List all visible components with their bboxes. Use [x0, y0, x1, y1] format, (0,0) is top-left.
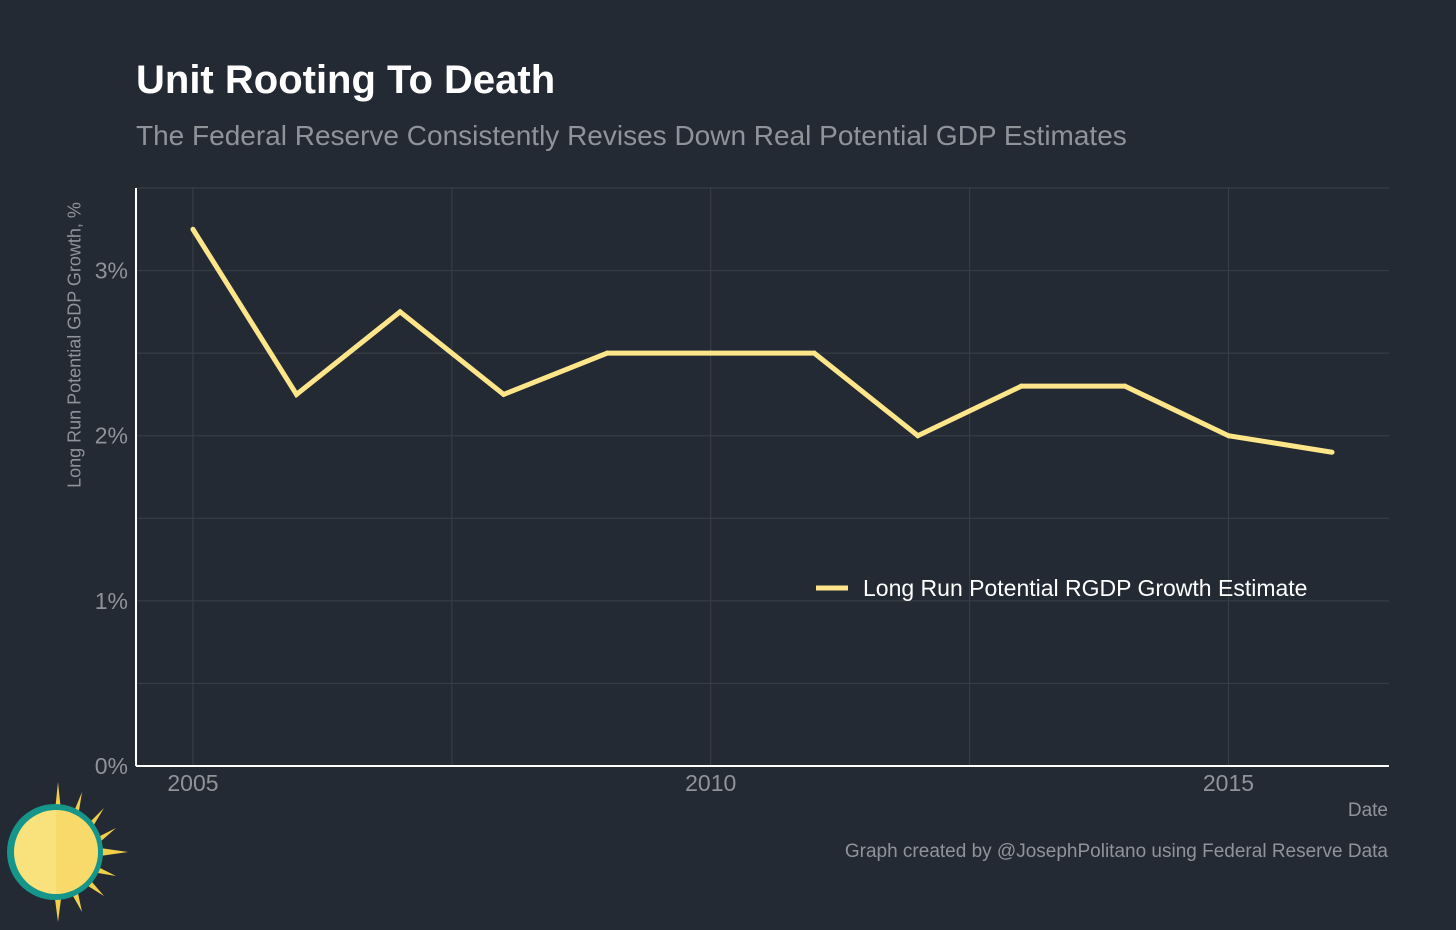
y-tick-label: 1%	[95, 588, 128, 614]
x-tick-label: 2015	[1203, 770, 1254, 796]
chart-subtitle: The Federal Reserve Consistently Revises…	[136, 120, 1127, 151]
data-point	[915, 433, 921, 439]
data-point	[708, 350, 714, 356]
x-tick-label: 2005	[167, 770, 218, 796]
chart-title: Unit Rooting To Death	[136, 58, 556, 102]
x-axis-label: Date	[1347, 800, 1388, 821]
y-tick-label: 2%	[95, 423, 128, 449]
data-point	[1122, 383, 1128, 389]
data-point	[501, 391, 507, 397]
sun-logo-icon	[7, 782, 128, 922]
data-point	[604, 350, 610, 356]
y-tick-label: 3%	[95, 258, 128, 284]
y-tick-label: 0%	[95, 753, 128, 779]
data-point	[1329, 449, 1335, 455]
data-point	[1018, 383, 1024, 389]
legend-label: Long Run Potential RGDP Growth Estimate	[863, 575, 1307, 601]
data-point	[190, 226, 196, 232]
data-point	[397, 309, 403, 315]
data-point	[1225, 433, 1231, 439]
source-credit: Graph created by @JosephPolitano using F…	[844, 841, 1388, 862]
x-tick-label: 2010	[685, 770, 736, 796]
data-point	[294, 391, 300, 397]
data-point	[811, 350, 817, 356]
series-line	[190, 227, 1333, 455]
